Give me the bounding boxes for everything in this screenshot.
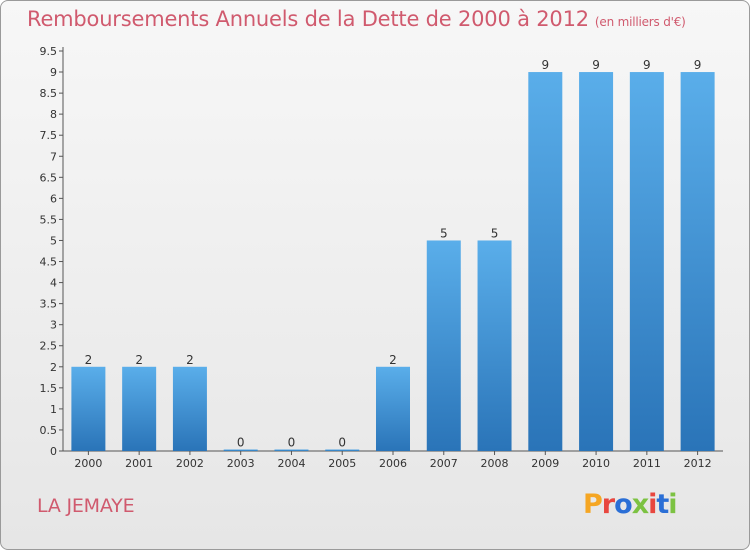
chart-title-text: Remboursements Annuels de la Dette de 20… [27,7,589,31]
y-tick-label: 3.5 [40,298,58,311]
x-tick-label: 2008 [481,457,509,470]
x-tick-label: 2010 [582,457,610,470]
logo-letter: P [583,489,603,520]
commune-name: LA JEMAYE [37,495,135,517]
y-tick-label: 5 [50,234,57,247]
y-tick-label: 0 [50,445,57,458]
y-tick-label: 9.5 [40,45,58,58]
data-label: 2 [135,353,143,367]
bar [680,72,715,451]
y-tick-label: 2.5 [40,340,58,353]
bar [122,366,157,451]
y-tick-label: 8 [50,108,57,121]
bar [172,366,207,451]
bar [629,72,664,451]
bar [579,72,614,451]
data-label: 2 [186,353,194,367]
data-label: 9 [694,58,702,72]
x-tick-label: 2011 [633,457,661,470]
bar [477,240,512,451]
x-tick-label: 2002 [176,457,204,470]
data-label: 9 [592,58,600,72]
chart-title: Remboursements Annuels de la Dette de 20… [27,7,686,31]
logo-letter: t [656,489,669,520]
y-tick-label: 2 [50,361,57,374]
y-tick-label: 1 [50,403,57,416]
y-tick-label: 0.5 [40,424,58,437]
y-tick-label: 6 [50,192,57,205]
data-label: 2 [389,353,397,367]
logo-letter: x [631,489,649,520]
x-tick-label: 2001 [125,457,153,470]
x-tick-label: 2003 [227,457,255,470]
y-tick-label: 9 [50,66,57,79]
y-tick-label: 1.5 [40,382,58,395]
x-tick-label: 2009 [531,457,559,470]
data-label: 9 [643,58,651,72]
chart-unit: (en milliers d'€) [594,15,686,29]
x-tick-label: 2006 [379,457,407,470]
logo-letter: r [601,489,615,520]
data-label: 5 [440,226,448,240]
bar [274,449,309,451]
bar [71,366,106,451]
x-tick-label: 2007 [430,457,458,470]
bar [376,366,410,451]
y-tick-label: 4 [50,277,57,290]
x-tick-label: 2012 [684,457,712,470]
y-tick-label: 8.5 [40,87,58,100]
x-tick-label: 2004 [277,457,305,470]
y-tick-label: 3 [50,319,57,332]
data-label: 0 [288,436,296,450]
logo-letter: i [648,489,657,520]
x-tick-label: 2000 [74,457,102,470]
y-tick-label: 7.5 [40,129,58,142]
logo-letter: o [614,489,633,520]
y-tick-label: 6.5 [40,171,58,184]
bar [426,240,461,451]
y-tick-label: 5.5 [40,213,58,226]
bar [325,449,360,451]
logo-letter: i [668,489,677,520]
y-tick-label: 7 [50,150,57,163]
data-label: 5 [491,226,499,240]
bar [223,449,258,451]
y-tick-label: 4.5 [40,256,58,269]
data-label: 2 [85,353,93,367]
x-tick-label: 2005 [328,457,356,470]
data-label: 0 [338,436,346,450]
data-label: 9 [541,58,549,72]
bar [528,72,563,451]
data-label: 0 [237,436,245,450]
proxiti-logo: Proxiti [583,489,678,520]
